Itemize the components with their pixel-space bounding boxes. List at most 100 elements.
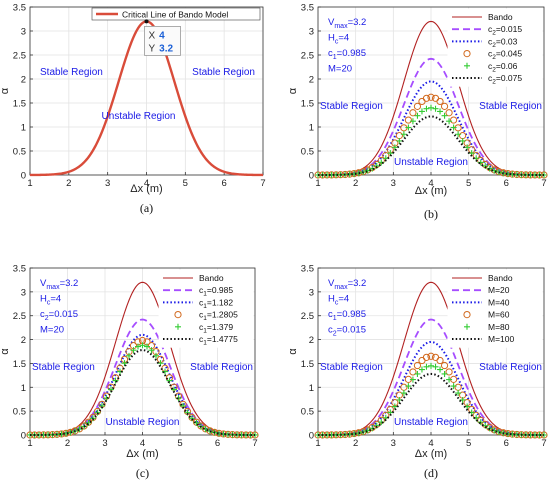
y-tick-label: 2 [309,75,314,86]
panel-caption: (d) [424,466,438,480]
data-point [450,383,457,390]
data-point [139,342,146,349]
data-point [423,363,430,370]
parameter-label: c1=0.985 [328,48,366,61]
data-point [67,429,74,436]
x-axis-label: Δx (m) [415,185,447,197]
data-point [162,368,168,375]
series-line [318,372,544,436]
y-tick-label: 1.5 [13,99,26,110]
legend-label: Bando [199,273,224,283]
x-tick-label: 4 [428,178,433,189]
chart-panel-d: 1 2 3 4 5 6 7 0 0.5 1 1.5 2 2.5 3 3.5 Δx (m) α (d) Bando M=… [287,264,548,480]
data-point [437,366,444,373]
x-tick-label: 7 [252,438,257,449]
y-tick-label: 0.5 [13,147,26,158]
y-tick-label: 3 [21,287,26,298]
y-tick-label: 3.5 [301,264,314,275]
data-point [418,108,425,115]
region-label: Stable Region [190,362,253,373]
data-point [166,377,173,384]
parameter-label: c1=0.985 [328,309,366,322]
parameter-label: Vmax=3.2 [328,17,366,30]
data-point [459,132,467,140]
legend-swatch [464,62,470,69]
data-point [400,390,407,397]
data-point [459,137,466,144]
data-point [427,352,435,360]
y-tick-label: 3.5 [13,3,26,14]
x-tick-label: 3 [102,438,107,449]
x-tick-label: 4 [140,438,145,449]
data-point [450,124,457,131]
region-label: Unstable Region [106,417,180,428]
data-point [130,347,137,354]
legend-box [158,269,254,348]
parameter-label: M=20 [328,64,352,75]
y-tick-label: 0 [21,431,26,442]
data-point [144,343,150,350]
data-point [422,353,431,361]
x-tick-label: 5 [183,178,188,189]
data-point [432,105,439,112]
legend-label: M=20 [488,285,510,295]
parameter-label: Hc=4 [40,294,61,307]
x-tick-label: 1 [27,438,32,449]
x-tick-label: 6 [504,438,509,449]
data-point [126,352,132,359]
y-tick-label: 1.5 [301,99,314,110]
y-tick-label: 2.5 [301,51,314,62]
parameter-label: M=20 [40,325,64,336]
datatip-box [144,25,181,56]
legend: Bando M=20 M=40 M=60 M=80 M=100 [447,269,543,348]
y-tick-label: 0 [21,171,26,182]
data-point [369,165,376,172]
data-point [441,370,448,377]
y-tick-label: 2 [21,75,26,86]
y-axis-label: α [287,87,299,94]
y-tick-label: 3.5 [13,264,26,275]
data-point [409,109,417,117]
data-point [395,132,403,140]
y-axis-label: α [0,348,11,355]
x-tick-label: 5 [177,438,182,449]
x-tick-label: 1 [27,178,32,189]
data-point [437,108,444,115]
data-point [148,347,155,354]
data-point [427,93,435,101]
data-point [418,356,426,365]
data-point [446,376,453,383]
data-point [207,428,213,435]
data-point [441,112,448,119]
legend-swatch [463,50,471,58]
data-point [112,377,119,384]
data-point [431,94,440,102]
y-tick-label: 1 [21,123,26,134]
series-5 [29,349,256,436]
data-point [445,109,453,117]
data-point [153,352,159,359]
legend-label: c1=1.182 [199,297,233,310]
x-tick-label: 3 [105,178,110,189]
y-tick-label: 1.5 [301,359,314,370]
region-label: Stable Region [479,362,542,373]
x-tick-label: 5 [466,438,471,449]
region-label: Stable Region [320,101,383,112]
x-tick-label: 3 [391,178,396,189]
y-tick-label: 1 [309,123,314,134]
data-point [423,105,430,112]
data-point [62,429,70,437]
data-point [418,97,426,106]
parameter-label: Vmax=3.2 [40,278,78,291]
x-tick-label: 1 [315,438,320,449]
y-tick-label: 1 [21,383,26,394]
chart-panel-c: 1 2 3 4 5 6 7 0 0.5 1 1.5 2 2.5 3 3.5 Δx (m) α (c) Bando c1… [0,264,259,480]
x-tick-label: 4 [144,178,149,189]
y-tick-label: 0.5 [301,407,314,418]
legend-swatch [175,323,181,330]
x-axis-label: Δx (m) [415,448,447,460]
data-point [455,131,462,138]
data-point [414,370,421,377]
series-line [318,115,544,176]
datatip[interactable]: X 4 Y 3.2 [144,19,181,56]
